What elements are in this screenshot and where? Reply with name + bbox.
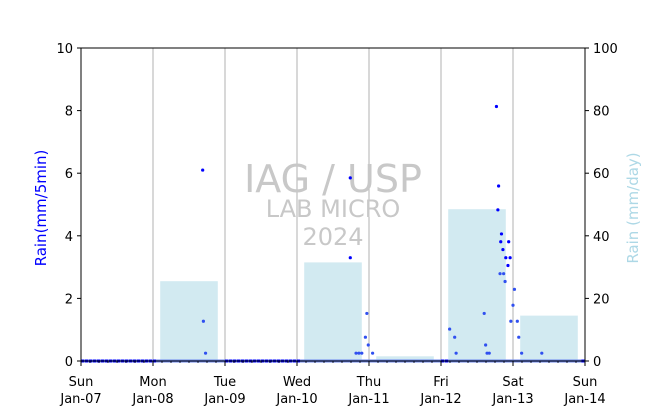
- left-y-axis-title: Rain(mm/5min): [32, 150, 50, 267]
- x-axis: Sun Jan-07 Mon Jan-08 Tue Jan-09 Wed Jan-10 Thu J…: [59, 361, 606, 407]
- x-tick-day-4: Thu: [356, 375, 381, 390]
- rain-point-14: [454, 351, 458, 355]
- left-tick-label-1: 2: [65, 292, 73, 307]
- left-y-axis: 0 2 4 6 8 10: [56, 42, 81, 370]
- daily-bar-3: [304, 262, 362, 361]
- rain-point-15: [482, 311, 486, 316]
- rain-point-9: [365, 311, 369, 316]
- rain-point-1: [201, 168, 205, 172]
- right-y-axis: 0 20 40 60 80 100: [585, 42, 618, 370]
- vertical-grid: [152, 48, 514, 361]
- right-tick-label-2: 40: [593, 230, 610, 245]
- daily-total-bars: [160, 209, 578, 361]
- watermark-line3: 2024: [302, 223, 363, 251]
- x-tick-day-3: Wed: [283, 375, 311, 390]
- right-tick-label-5: 100: [593, 42, 618, 57]
- x-tick-day-5: Fri: [433, 375, 449, 390]
- rain-point-13: [453, 335, 457, 339]
- daily-bar-5: [448, 209, 506, 361]
- daily-bar-4: [376, 356, 434, 361]
- rain-point-30: [507, 240, 511, 244]
- left-tick-label-4: 8: [65, 105, 73, 120]
- x-tick-date-6: Jan-13: [491, 392, 533, 407]
- left-tick-label-3: 6: [65, 167, 73, 182]
- rain-point-0: [201, 319, 205, 323]
- x-tick-day-1: Mon: [139, 375, 166, 390]
- left-tick-label-2: 4: [65, 230, 73, 245]
- right-tick-label-3: 60: [593, 167, 610, 182]
- rain-point-8: [363, 335, 367, 339]
- rain-point-31: [508, 256, 512, 260]
- rain-point-12: [448, 327, 452, 331]
- rain-point-5: [354, 351, 358, 355]
- x-tick-date-0: Jan-07: [59, 392, 101, 407]
- rain-point-29: [506, 263, 510, 268]
- rain-point-38: [540, 351, 544, 355]
- rain-point-36: [517, 335, 521, 339]
- rain-point-37: [520, 351, 524, 355]
- rain-point-20: [496, 208, 500, 212]
- rain-point-7: [360, 351, 364, 355]
- x-tick-day-0: Sun: [69, 375, 94, 390]
- rain-5min-points: [201, 104, 544, 355]
- rain-point-27: [503, 279, 507, 284]
- rain-point-33: [511, 303, 515, 307]
- watermark-line2: LAB MICRO: [266, 195, 401, 223]
- rain-point-10: [366, 343, 370, 347]
- rain-point-6: [357, 351, 361, 355]
- right-tick-label-0: 0: [593, 355, 601, 370]
- x-tick-date-1: Jan-08: [131, 392, 173, 407]
- rain-point-23: [499, 240, 503, 244]
- x-tick-day-6: Sat: [502, 375, 523, 390]
- x-tick-date-7: Jan-14: [563, 392, 605, 407]
- right-y-axis-title: Rain (mm/day): [624, 152, 642, 263]
- watermark: IAG / USP LAB MICRO 2024: [244, 157, 422, 251]
- rain-point-28: [504, 256, 508, 260]
- rain-point-3: [348, 176, 352, 180]
- rain-point-16: [484, 343, 488, 347]
- rain-point-22: [498, 272, 502, 276]
- rain-point-34: [512, 287, 517, 291]
- watermark-line1: IAG / USP: [244, 157, 422, 201]
- right-tick-label-4: 80: [593, 105, 610, 120]
- rain-point-35: [515, 319, 519, 323]
- daily-bar-1: [160, 281, 218, 361]
- x-tick-date-5: Jan-12: [419, 392, 461, 407]
- rain-point-24: [499, 232, 504, 236]
- rain-point-11: [371, 351, 375, 355]
- rain-point-21: [497, 184, 501, 188]
- x-tick-date-4: Jan-11: [347, 392, 389, 407]
- rain-point-25: [501, 247, 505, 252]
- rain-point-32: [509, 319, 513, 323]
- rain-point-2: [203, 351, 208, 355]
- rain-point-4: [348, 256, 352, 260]
- rain-point-18: [487, 351, 491, 355]
- x-tick-date-3: Jan-10: [275, 392, 317, 407]
- left-tick-label-0: 0: [65, 355, 73, 370]
- x-tick-day-7: Sun: [573, 375, 598, 390]
- x-tick-day-2: Tue: [213, 375, 236, 390]
- rain-point-26: [502, 272, 506, 276]
- x-tick-date-2: Jan-09: [203, 392, 245, 407]
- left-tick-label-5: 10: [56, 42, 73, 57]
- daily-bar-6: [520, 315, 578, 361]
- right-tick-label-1: 20: [593, 292, 610, 307]
- rain-point-19: [494, 104, 499, 109]
